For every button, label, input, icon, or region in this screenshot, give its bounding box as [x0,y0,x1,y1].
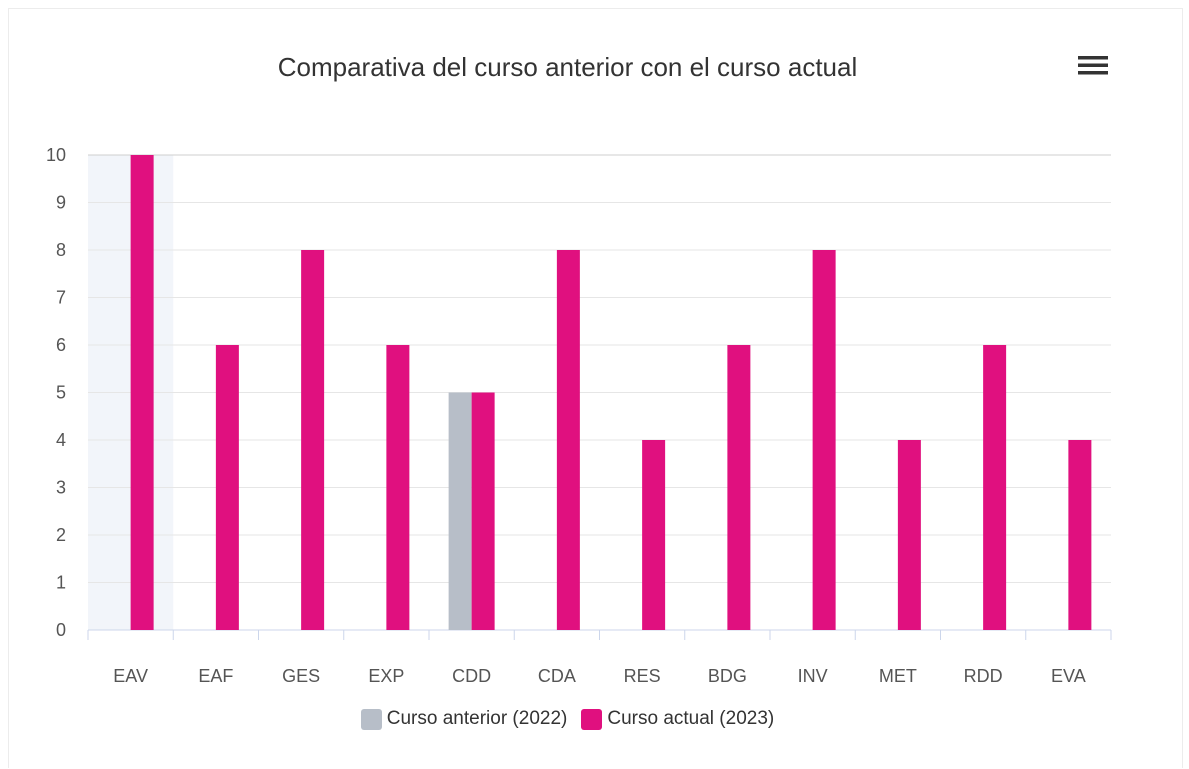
x-tick-label: BDG [708,666,747,686]
bar-curso-actual-exp [386,345,410,630]
x-tick-label: EAV [113,666,148,686]
x-tick-label: RES [624,666,661,686]
y-tick-label: 9 [56,193,66,213]
bar-curso-anterior-cdd [448,392,472,630]
bar-curso-actual-ges [301,250,325,630]
legend-item-curso-anterior[interactable]: Curso anterior (2022) [360,708,568,730]
x-tick-label: CDA [538,666,576,686]
y-tick-label: 4 [56,430,66,450]
x-tick-label: RDD [964,666,1003,686]
x-tick-label: EVA [1051,666,1086,686]
y-tick-label: 3 [56,478,66,498]
legend-label-curso-anterior: Curso anterior (2022) [386,708,568,729]
x-tick-label: EAF [198,666,233,686]
bar-curso-actual-eaf [215,345,239,630]
y-tick-label: 7 [56,288,66,308]
chart-menu-button[interactable] [1074,50,1114,84]
y-tick-label: 10 [46,145,66,165]
bar-curso-actual-rdd [983,345,1007,630]
legend-swatch-curso-actual [581,708,603,730]
bar-curso-actual-eva [1068,440,1092,630]
chart-title: Comparativa del curso anterior con el cu… [277,52,858,82]
y-tick-label: 2 [56,525,66,545]
bar-curso-actual-cdd [471,392,495,630]
x-tick-label: GES [282,666,320,686]
bar-curso-actual-bdg [727,345,751,630]
y-tick-label: 6 [56,335,66,355]
bar-curso-actual-res [642,440,666,630]
y-tick-label: 1 [56,573,66,593]
bar-curso-actual-eav [130,155,154,630]
bar-curso-actual-cda [556,250,580,630]
hamburger-menu-icon [1078,56,1108,75]
x-tick-label: CDD [452,666,491,686]
bar-curso-actual-met [897,440,921,630]
legend-swatch-curso-anterior [360,708,382,730]
bar-curso-actual-inv [812,250,836,630]
y-tick-label: 8 [56,240,66,260]
y-tick-label: 0 [56,620,66,640]
x-tick-label: MET [879,666,917,686]
y-tick-label: 5 [56,383,66,403]
legend-item-curso-actual[interactable]: Curso actual (2023) [581,708,774,730]
chart-legend: Curso anterior (2022) Curso actual (2023… [0,708,1135,730]
x-tick-label: INV [798,666,828,686]
legend-label-curso-actual: Curso actual (2023) [607,708,775,729]
x-tick-label: EXP [368,666,404,686]
